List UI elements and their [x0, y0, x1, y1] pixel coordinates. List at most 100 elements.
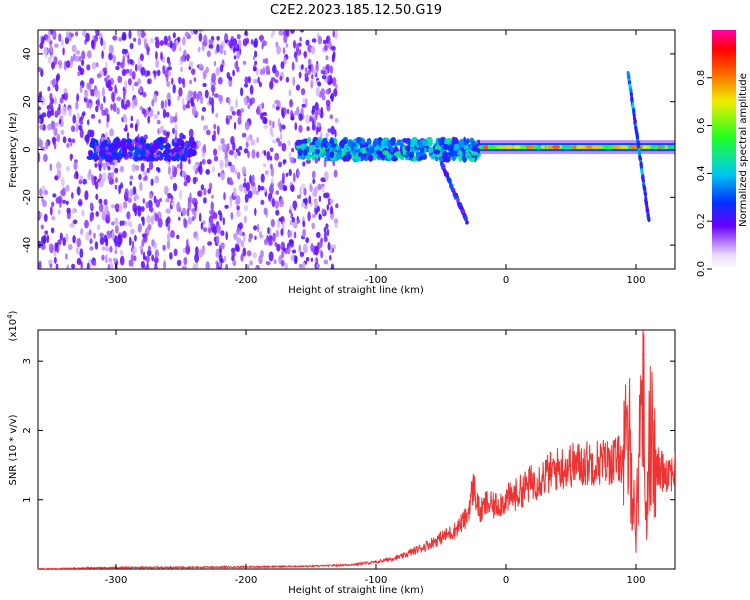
noise-blob — [202, 82, 207, 88]
noise-blob — [243, 83, 249, 88]
ridge-blob — [172, 148, 177, 153]
colorbar-tick-label: 0.0 — [696, 261, 707, 277]
noise-blob — [302, 161, 306, 167]
noise-blob — [89, 212, 95, 221]
y-tick-label: 0 — [22, 146, 33, 152]
noise-blob — [146, 215, 152, 224]
noise-blob — [186, 174, 191, 184]
ridge-blob — [450, 149, 456, 157]
noise-blob — [315, 127, 319, 135]
noise-blob — [252, 55, 256, 60]
noise-blob — [129, 188, 134, 198]
noise-blob — [180, 66, 183, 73]
noise-blob — [114, 203, 120, 210]
noise-blob — [48, 244, 54, 248]
snr-data-point — [583, 463, 585, 465]
noise-blob — [65, 184, 70, 192]
noise-blob — [287, 248, 291, 253]
noise-blob — [305, 114, 310, 124]
noise-blob — [254, 235, 257, 241]
noise-blob — [281, 124, 286, 130]
noise-blob — [241, 132, 247, 138]
ridge-blob — [298, 148, 303, 157]
noise-blob — [169, 175, 174, 180]
noise-blob — [38, 210, 41, 221]
noise-blob — [274, 152, 280, 161]
noise-blob — [99, 173, 102, 181]
noise-blob — [215, 248, 220, 258]
noise-blob — [292, 76, 296, 87]
colorbar: 0.0 0.2 0.4 0.6 0.8 Normalized spectral ampl… — [696, 30, 749, 277]
noise-blob — [65, 60, 71, 68]
noise-blob — [128, 236, 132, 246]
noise-blob — [295, 84, 301, 91]
noise-blob — [264, 57, 269, 65]
noise-blob — [54, 256, 57, 264]
noise-blob — [256, 67, 259, 76]
noise-blob — [68, 244, 73, 251]
noise-blob — [236, 66, 240, 73]
noise-blob — [118, 202, 123, 213]
noise-blob — [229, 105, 234, 112]
noise-blob — [103, 96, 106, 103]
noise-blob — [225, 157, 229, 167]
noise-blob — [210, 221, 214, 228]
noise-blob — [302, 97, 306, 104]
noise-blob — [243, 148, 249, 154]
noise-blob — [300, 64, 304, 70]
noise-blob — [290, 156, 295, 164]
ridge-blob — [468, 154, 472, 161]
noise-blob — [151, 99, 155, 107]
noise-blob — [124, 220, 128, 226]
ridge-blob — [315, 148, 320, 155]
noise-blob — [114, 84, 117, 92]
noise-blob — [108, 257, 113, 263]
noise-blob — [320, 106, 323, 114]
noise-blob — [323, 227, 327, 233]
noise-blob — [224, 204, 229, 209]
noise-blob — [200, 115, 205, 121]
noise-blob — [128, 259, 132, 267]
noise-blob — [318, 213, 322, 221]
noise-blob — [112, 35, 118, 41]
noise-blob — [136, 30, 142, 38]
noise-blob — [317, 122, 322, 128]
noise-blob — [133, 37, 137, 42]
noise-blob — [203, 188, 207, 196]
noise-blob — [47, 86, 51, 92]
noise-blob — [63, 91, 68, 101]
noise-blob — [79, 84, 83, 94]
ridge-blob — [118, 149, 122, 158]
ridge-blob — [112, 151, 118, 157]
noise-blob — [124, 49, 128, 54]
noise-blob — [68, 107, 72, 117]
noise-blob — [159, 126, 164, 134]
noise-blob — [219, 258, 224, 264]
noise-blob — [91, 39, 95, 49]
noise-blob — [216, 125, 220, 135]
noise-blob — [295, 55, 298, 63]
noise-blob — [310, 243, 314, 252]
noise-blob — [259, 68, 264, 76]
noise-blob — [106, 113, 110, 123]
noise-blob — [101, 254, 105, 261]
noise-blob — [99, 232, 104, 238]
noise-blob — [95, 105, 99, 113]
snr-xlabel: Height of straight line (km) — [288, 585, 424, 596]
noise-blob — [176, 163, 181, 169]
ridge-blob — [413, 155, 417, 163]
noise-blob — [275, 229, 279, 238]
noise-blob — [78, 124, 83, 131]
snr-data-point — [310, 565, 312, 567]
snr-data-point — [505, 499, 507, 501]
noise-blob — [234, 169, 238, 175]
noise-blob — [62, 136, 67, 144]
noise-blob — [57, 209, 61, 216]
noise-blob — [86, 64, 91, 71]
snr-ylabel: SNR (10 * v/v) — [8, 414, 19, 485]
noise-blob — [53, 56, 58, 65]
noise-blob — [217, 77, 223, 85]
noise-blob — [43, 213, 48, 222]
ridge-blob — [402, 138, 408, 143]
noise-blob — [269, 147, 274, 153]
